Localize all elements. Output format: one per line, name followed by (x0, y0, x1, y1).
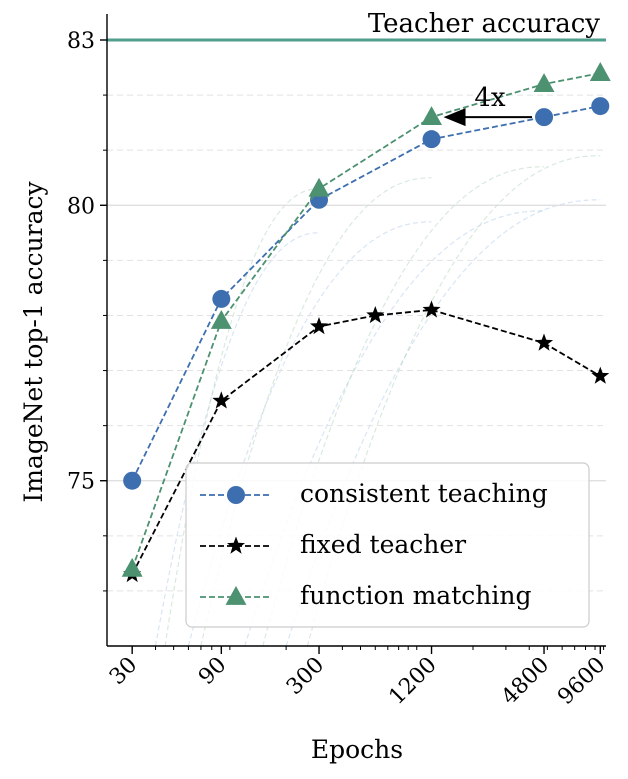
data-point-fixed-teacher (212, 391, 231, 409)
x-tick-label: 30 (105, 653, 142, 690)
y-tick-label: 80 (67, 194, 95, 219)
annotation-group: 4x (443, 83, 533, 127)
data-point-function-matching (308, 177, 330, 197)
legend-label-fixed-teacher: fixed teacher (300, 530, 466, 559)
y-ticks: 75 80 83 (67, 29, 107, 495)
legend-marker (227, 486, 245, 504)
data-point-fixed-teacher (422, 300, 441, 318)
legend-marker (227, 536, 245, 554)
series-lines (121, 62, 611, 583)
data-point-fixed-teacher (591, 366, 610, 384)
background-curve (154, 232, 320, 647)
series-line-consistent-teaching (131, 105, 601, 482)
data-point-fixed-teacher (310, 317, 329, 335)
x-tick-label: 4800 (497, 653, 554, 710)
x-tick-label: 90 (194, 653, 231, 690)
y-tick-label: 75 (67, 470, 95, 495)
speedup-annotation-label: 4x (474, 83, 506, 113)
axes (106, 14, 606, 647)
data-point-consistent-teaching (422, 130, 441, 149)
data-point-function-matching (210, 309, 232, 329)
data-point-function-matching (121, 557, 143, 577)
legend-box (185, 462, 590, 628)
speedup-arrow-head (443, 108, 466, 127)
data-point-function-matching (421, 106, 442, 126)
background-curve (200, 177, 432, 647)
data-point-consistent-teaching (123, 471, 142, 490)
background-curve (262, 166, 545, 647)
y-axis-label: ImageNet top-1 accuracy (19, 180, 48, 502)
legend-label-function-matching: function matching (300, 581, 531, 610)
teacher-line-label: Teacher accuracy (368, 9, 600, 39)
data-point-consistent-teaching (212, 289, 231, 308)
data-point-consistent-teaching (591, 97, 610, 116)
data-point-function-matching (589, 62, 611, 81)
legend: consistent teaching fixed teacher functi… (185, 462, 590, 628)
x-axis-label: Epochs (311, 735, 403, 764)
data-point-fixed-teacher (366, 306, 385, 324)
data-point-function-matching (533, 73, 555, 92)
legend-marker (225, 586, 247, 605)
x-tick-label: 1200 (385, 653, 442, 710)
x-tick-label: 300 (282, 653, 329, 700)
x-tick-label: 9600 (553, 653, 610, 710)
data-point-fixed-teacher (535, 333, 554, 351)
legend-label-consistent-teaching: consistent teaching (300, 479, 548, 508)
y-tick-label: 83 (67, 29, 95, 54)
series-line-function-matching (131, 72, 601, 570)
teacher-line-group: Teacher accuracy (107, 9, 606, 42)
data-point-consistent-teaching (535, 108, 554, 127)
